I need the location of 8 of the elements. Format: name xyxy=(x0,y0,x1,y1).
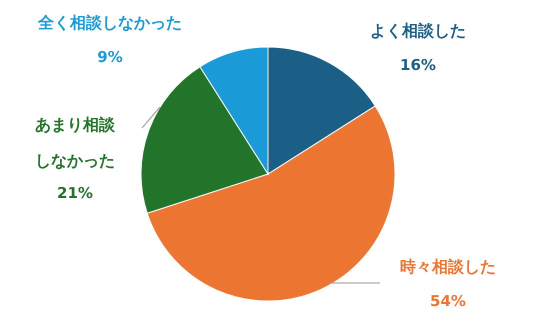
slice-label: 時々相談した xyxy=(400,257,496,276)
data-label: 16% xyxy=(400,56,436,74)
slice-label: あまり相談しなかった xyxy=(35,115,116,170)
data-label: 9% xyxy=(97,48,123,66)
data-label: 21% xyxy=(57,184,93,202)
slice-label: よく相談した xyxy=(370,21,466,40)
slice-label: 全く相談しなかった xyxy=(37,13,182,32)
data-label: 54% xyxy=(430,292,466,310)
